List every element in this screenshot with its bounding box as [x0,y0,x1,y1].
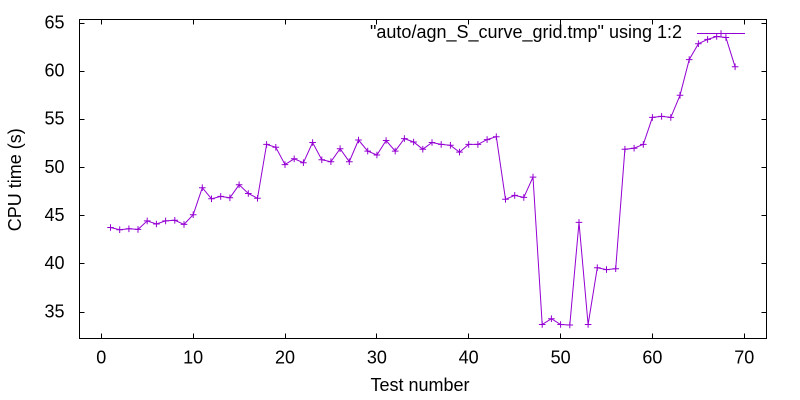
svg-text:30: 30 [367,347,387,367]
svg-text:Test number: Test number [370,375,469,395]
svg-text:50: 50 [551,347,571,367]
svg-text:CPU time (s): CPU time (s) [5,128,25,231]
svg-text:60: 60 [642,347,662,367]
svg-text:65: 65 [44,12,64,32]
svg-text:55: 55 [44,109,64,129]
svg-text:40: 40 [44,253,64,273]
svg-text:35: 35 [44,301,64,321]
svg-text:10: 10 [183,347,203,367]
svg-text:40: 40 [459,347,479,367]
svg-text:60: 60 [44,61,64,81]
svg-text:70: 70 [734,347,754,367]
svg-text:0: 0 [96,347,106,367]
svg-text:20: 20 [275,347,295,367]
svg-text:"auto/agn_S_curve_grid.tmp" us: "auto/agn_S_curve_grid.tmp" using 1:2 [370,22,682,43]
svg-text:45: 45 [44,205,64,225]
svg-text:50: 50 [44,157,64,177]
